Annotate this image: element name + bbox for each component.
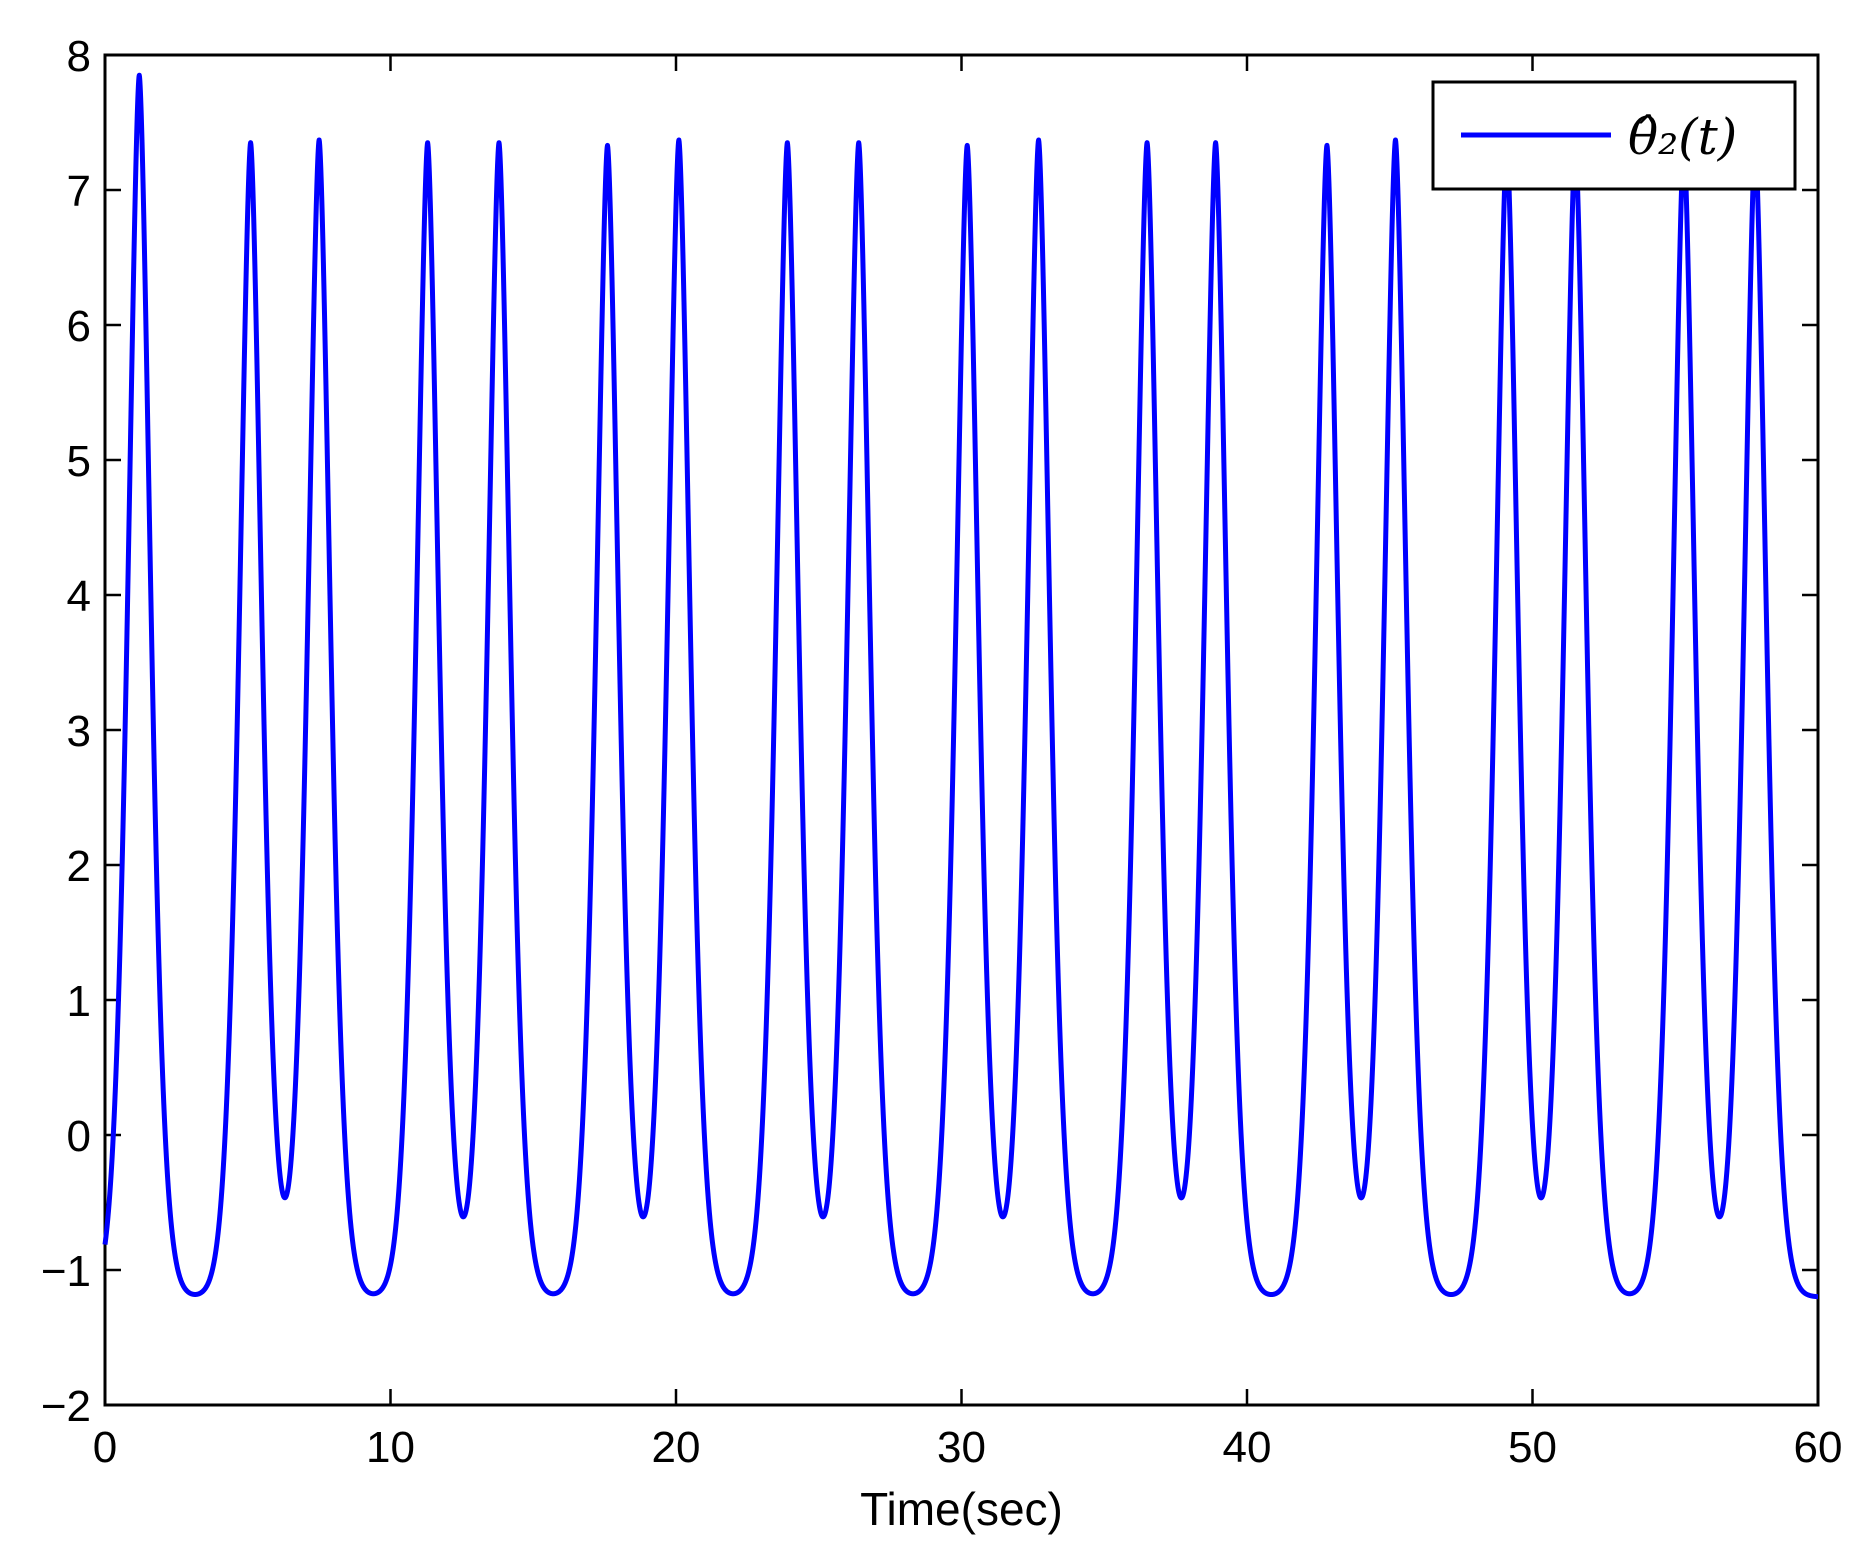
y-tick-label: −2 <box>41 1382 91 1431</box>
x-tick-label: 0 <box>93 1423 117 1472</box>
x-tick-label: 10 <box>366 1423 415 1472</box>
y-tick-label: 8 <box>67 32 91 81</box>
y-tick-label: 2 <box>67 842 91 891</box>
axis-ticks <box>103 53 1820 1407</box>
legend: θ̂₂(t) <box>1431 80 1797 191</box>
y-tick-label: 0 <box>67 1112 91 1161</box>
y-tick-label: 6 <box>67 302 91 351</box>
y-tick-label: 4 <box>67 572 91 621</box>
x-tick-label: 30 <box>937 1423 986 1472</box>
series-line <box>102 72 1821 1300</box>
legend-label: θ̂₂(t) <box>1628 108 1737 166</box>
plot-area <box>102 53 1821 1407</box>
x-tick-label: 50 <box>1508 1423 1557 1472</box>
y-tick-label: 7 <box>67 167 91 216</box>
y-tick-label: 3 <box>67 707 91 756</box>
y-tick-label: −1 <box>41 1247 91 1296</box>
x-tick-label: 60 <box>1794 1423 1843 1472</box>
y-tick-label: 1 <box>67 977 91 1026</box>
x-axis-label: Time(sec) <box>860 1483 1063 1535</box>
x-tick-label: 20 <box>652 1423 701 1472</box>
series-layer <box>102 72 1821 1300</box>
y-tick-label: 5 <box>67 437 91 486</box>
tick-labels: 0 10 20 30 40 50 60 −2 −1 0 1 2 3 4 5 6 7 8 <box>41 32 1843 1472</box>
x-tick-label: 40 <box>1223 1423 1272 1472</box>
